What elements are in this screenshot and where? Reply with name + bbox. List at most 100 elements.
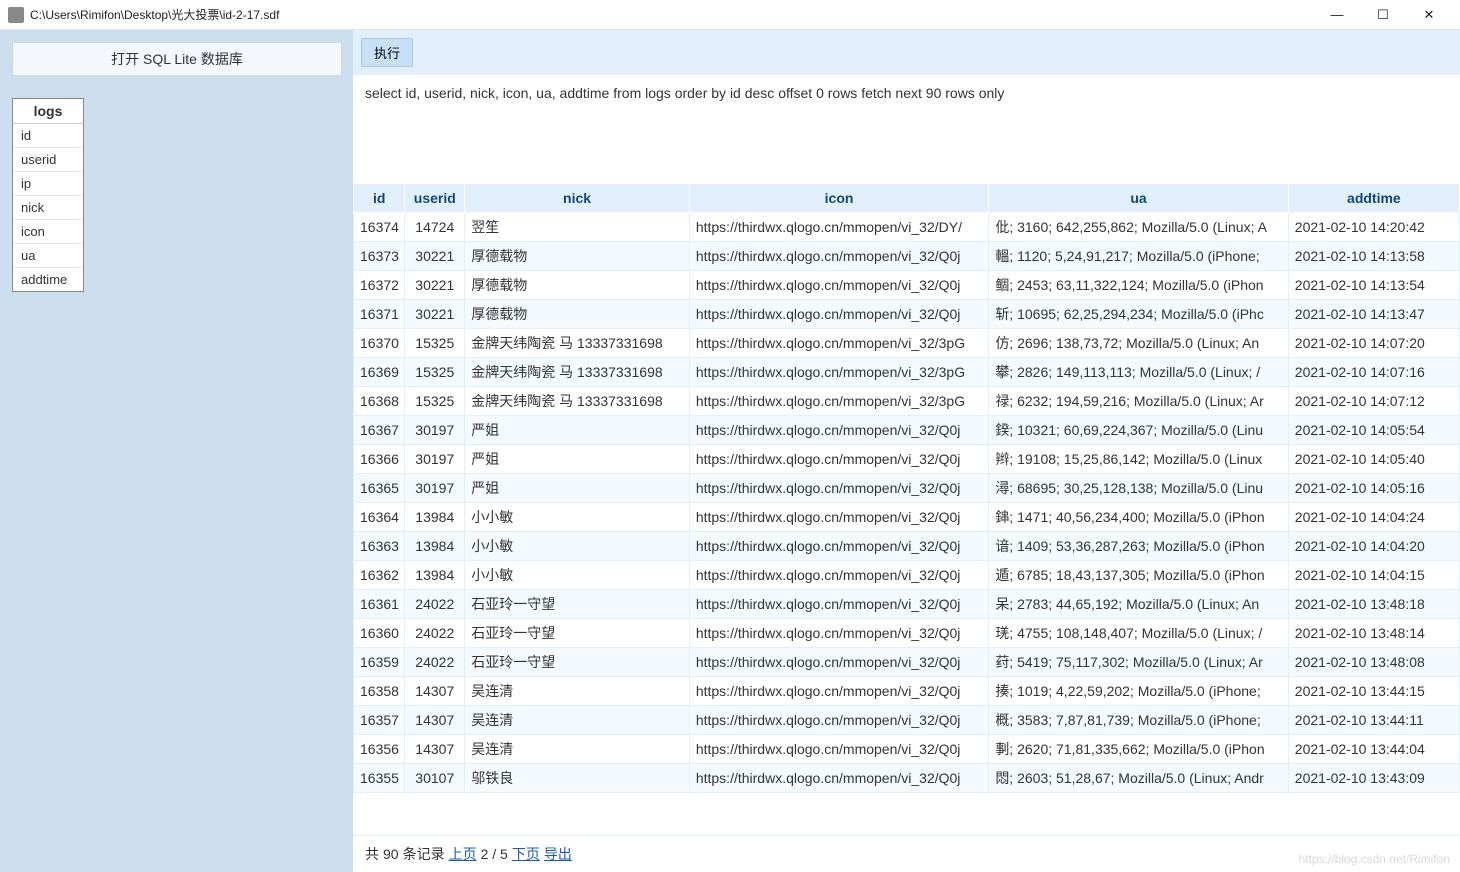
table-cell: 2021-02-10 13:44:15 [1288,677,1459,706]
column-header[interactable]: icon [689,184,988,213]
pager-records-label: 条记录 [403,844,445,864]
table-cell: https://thirdwx.qlogo.cn/mmopen/vi_32/3p… [689,358,988,387]
table-cell: 14307 [405,677,465,706]
schema-column[interactable]: userid [13,148,83,172]
sql-text[interactable]: select id, userid, nick, icon, ua, addti… [353,75,1460,183]
window-titlebar: C:\Users\Rimifon\Desktop\光大投票\id-2-17.sd… [0,0,1460,30]
table-cell: 2021-02-10 13:48:08 [1288,648,1459,677]
table-cell: 2021-02-10 13:48:14 [1288,619,1459,648]
table-row[interactable]: 1637414724翌笙https://thirdwx.qlogo.cn/mmo… [354,213,1460,242]
table-cell: 石亚玲一守望 [465,590,690,619]
table-cell: https://thirdwx.qlogo.cn/mmopen/vi_32/Q0… [689,503,988,532]
table-cell: 16368 [354,387,405,416]
table-cell: 邬铁良 [465,764,690,793]
window-title: C:\Users\Rimifon\Desktop\光大投票\id-2-17.sd… [30,6,1314,23]
table-cell: https://thirdwx.qlogo.cn/mmopen/vi_32/Q0… [689,445,988,474]
table-row[interactable]: 1636124022石亚玲一守望https://thirdwx.qlogo.cn… [354,590,1460,619]
table-row[interactable]: 1636630197严姐https://thirdwx.qlogo.cn/mmo… [354,445,1460,474]
table-row[interactable]: 1636313984小小敏https://thirdwx.qlogo.cn/mm… [354,532,1460,561]
pager-prev[interactable]: 上页 [449,844,477,864]
table-row[interactable]: 1637130221厚德载物https://thirdwx.qlogo.cn/m… [354,300,1460,329]
table-cell: 严姐 [465,445,690,474]
table-cell: 2021-02-10 14:05:54 [1288,416,1459,445]
table-cell: 16371 [354,300,405,329]
table-cell: 禄; 6232; 194,59,216; Mozilla/5.0 (Linux;… [989,387,1288,416]
table-cell: 14307 [405,706,465,735]
table-cell: 剚; 2620; 71,81,335,662; Mozilla/5.0 (iPh… [989,735,1288,764]
schema-table-name[interactable]: logs [13,99,83,124]
table-cell: 谙; 1409; 53,36,287,263; Mozilla/5.0 (iPh… [989,532,1288,561]
pager-next[interactable]: 下页 [512,844,540,864]
column-header[interactable]: ua [989,184,1288,213]
open-database-button[interactable]: 打开 SQL Lite 数据库 [12,42,342,76]
table-cell: 16361 [354,590,405,619]
table-cell: https://thirdwx.qlogo.cn/mmopen/vi_32/Q0… [689,474,988,503]
table-cell: 悶; 2603; 51,28,67; Mozilla/5.0 (Linux; A… [989,764,1288,793]
table-row[interactable]: 1636915325金牌天纬陶瓷 马 13337331698https://th… [354,358,1460,387]
table-row[interactable]: 1637015325金牌天纬陶瓷 马 13337331698https://th… [354,329,1460,358]
table-cell: 30107 [405,764,465,793]
table-cell: 鍨; 10321; 60,69,224,367; Mozilla/5.0 (Li… [989,416,1288,445]
table-row[interactable]: 1636213984小小敏https://thirdwx.qlogo.cn/mm… [354,561,1460,590]
column-header[interactable]: userid [405,184,465,213]
table-cell: https://thirdwx.qlogo.cn/mmopen/vi_32/Q0… [689,677,988,706]
table-cell: 2021-02-10 14:05:40 [1288,445,1459,474]
table-cell: 16366 [354,445,405,474]
sidebar: 打开 SQL Lite 数据库 logs iduseridipnickiconu… [0,30,353,872]
table-cell: https://thirdwx.qlogo.cn/mmopen/vi_32/Q0… [689,416,988,445]
table-cell: 2021-02-10 14:04:20 [1288,532,1459,561]
column-header[interactable]: id [354,184,405,213]
table-cell: 呆; 2783; 44,65,192; Mozilla/5.0 (Linux; … [989,590,1288,619]
table-cell: 30197 [405,445,465,474]
table-cell: 2021-02-10 14:07:12 [1288,387,1459,416]
table-row[interactable]: 1635814307吴连清https://thirdwx.qlogo.cn/mm… [354,677,1460,706]
table-row[interactable]: 1637330221厚德载物https://thirdwx.qlogo.cn/m… [354,242,1460,271]
table-cell: 小小敏 [465,532,690,561]
table-cell: 小小敏 [465,503,690,532]
schema-column[interactable]: id [13,124,83,148]
table-cell: https://thirdwx.qlogo.cn/mmopen/vi_32/Q0… [689,300,988,329]
table-cell: 吴连清 [465,706,690,735]
table-row[interactable]: 1635530107邬铁良https://thirdwx.qlogo.cn/mm… [354,764,1460,793]
close-button[interactable]: ✕ [1406,0,1452,30]
table-cell: 厚德载物 [465,242,690,271]
schema-column[interactable]: ua [13,244,83,268]
execute-button[interactable]: 执行 [361,38,413,67]
results-area: iduseridnickiconuaaddtime 1637414724翌笙ht… [353,183,1460,835]
table-cell: 16362 [354,561,405,590]
pager-export[interactable]: 导出 [544,844,572,864]
table-cell: 16365 [354,474,405,503]
schema-column[interactable]: ip [13,172,83,196]
table-cell: 金牌天纬陶瓷 马 13337331698 [465,358,690,387]
table-cell: 2021-02-10 13:48:18 [1288,590,1459,619]
column-header[interactable]: addtime [1288,184,1459,213]
pager-prefix: 共 [365,844,379,864]
table-cell: 小小敏 [465,561,690,590]
table-cell: 2021-02-10 13:43:09 [1288,764,1459,793]
table-cell: 鲴; 2453; 63,11,322,124; Mozilla/5.0 (iPh… [989,271,1288,300]
table-row[interactable]: 1636530197严姐https://thirdwx.qlogo.cn/mmo… [354,474,1460,503]
maximize-button[interactable]: ☐ [1360,0,1406,30]
table-row[interactable]: 1635714307吴连清https://thirdwx.qlogo.cn/mm… [354,706,1460,735]
table-row[interactable]: 1636730197严姐https://thirdwx.qlogo.cn/mmo… [354,416,1460,445]
table-cell: https://thirdwx.qlogo.cn/mmopen/vi_32/Q0… [689,590,988,619]
table-cell: 琷; 4755; 108,148,407; Mozilla/5.0 (Linux… [989,619,1288,648]
table-row[interactable]: 1637230221厚德载物https://thirdwx.qlogo.cn/m… [354,271,1460,300]
column-header[interactable]: nick [465,184,690,213]
table-row[interactable]: 1636024022石亚玲一守望https://thirdwx.qlogo.cn… [354,619,1460,648]
table-cell: 16374 [354,213,405,242]
table-cell: 2021-02-10 14:07:16 [1288,358,1459,387]
schema-column[interactable]: nick [13,196,83,220]
table-row[interactable]: 1635924022石亚玲一守望https://thirdwx.qlogo.cn… [354,648,1460,677]
schema-box: logs iduseridipnickiconuaaddtime [12,98,84,292]
table-row[interactable]: 1636413984小小敏https://thirdwx.qlogo.cn/mm… [354,503,1460,532]
table-cell: 30197 [405,474,465,503]
table-cell: 潯; 68695; 30,25,128,138; Mozilla/5.0 (Li… [989,474,1288,503]
minimize-button[interactable]: — [1314,0,1360,30]
schema-column[interactable]: icon [13,220,83,244]
schema-column[interactable]: addtime [13,268,83,291]
table-row[interactable]: 1636815325金牌天纬陶瓷 马 13337331698https://th… [354,387,1460,416]
table-cell: 2021-02-10 14:13:58 [1288,242,1459,271]
table-row[interactable]: 1635614307吴连清https://thirdwx.qlogo.cn/mm… [354,735,1460,764]
table-cell: 16358 [354,677,405,706]
